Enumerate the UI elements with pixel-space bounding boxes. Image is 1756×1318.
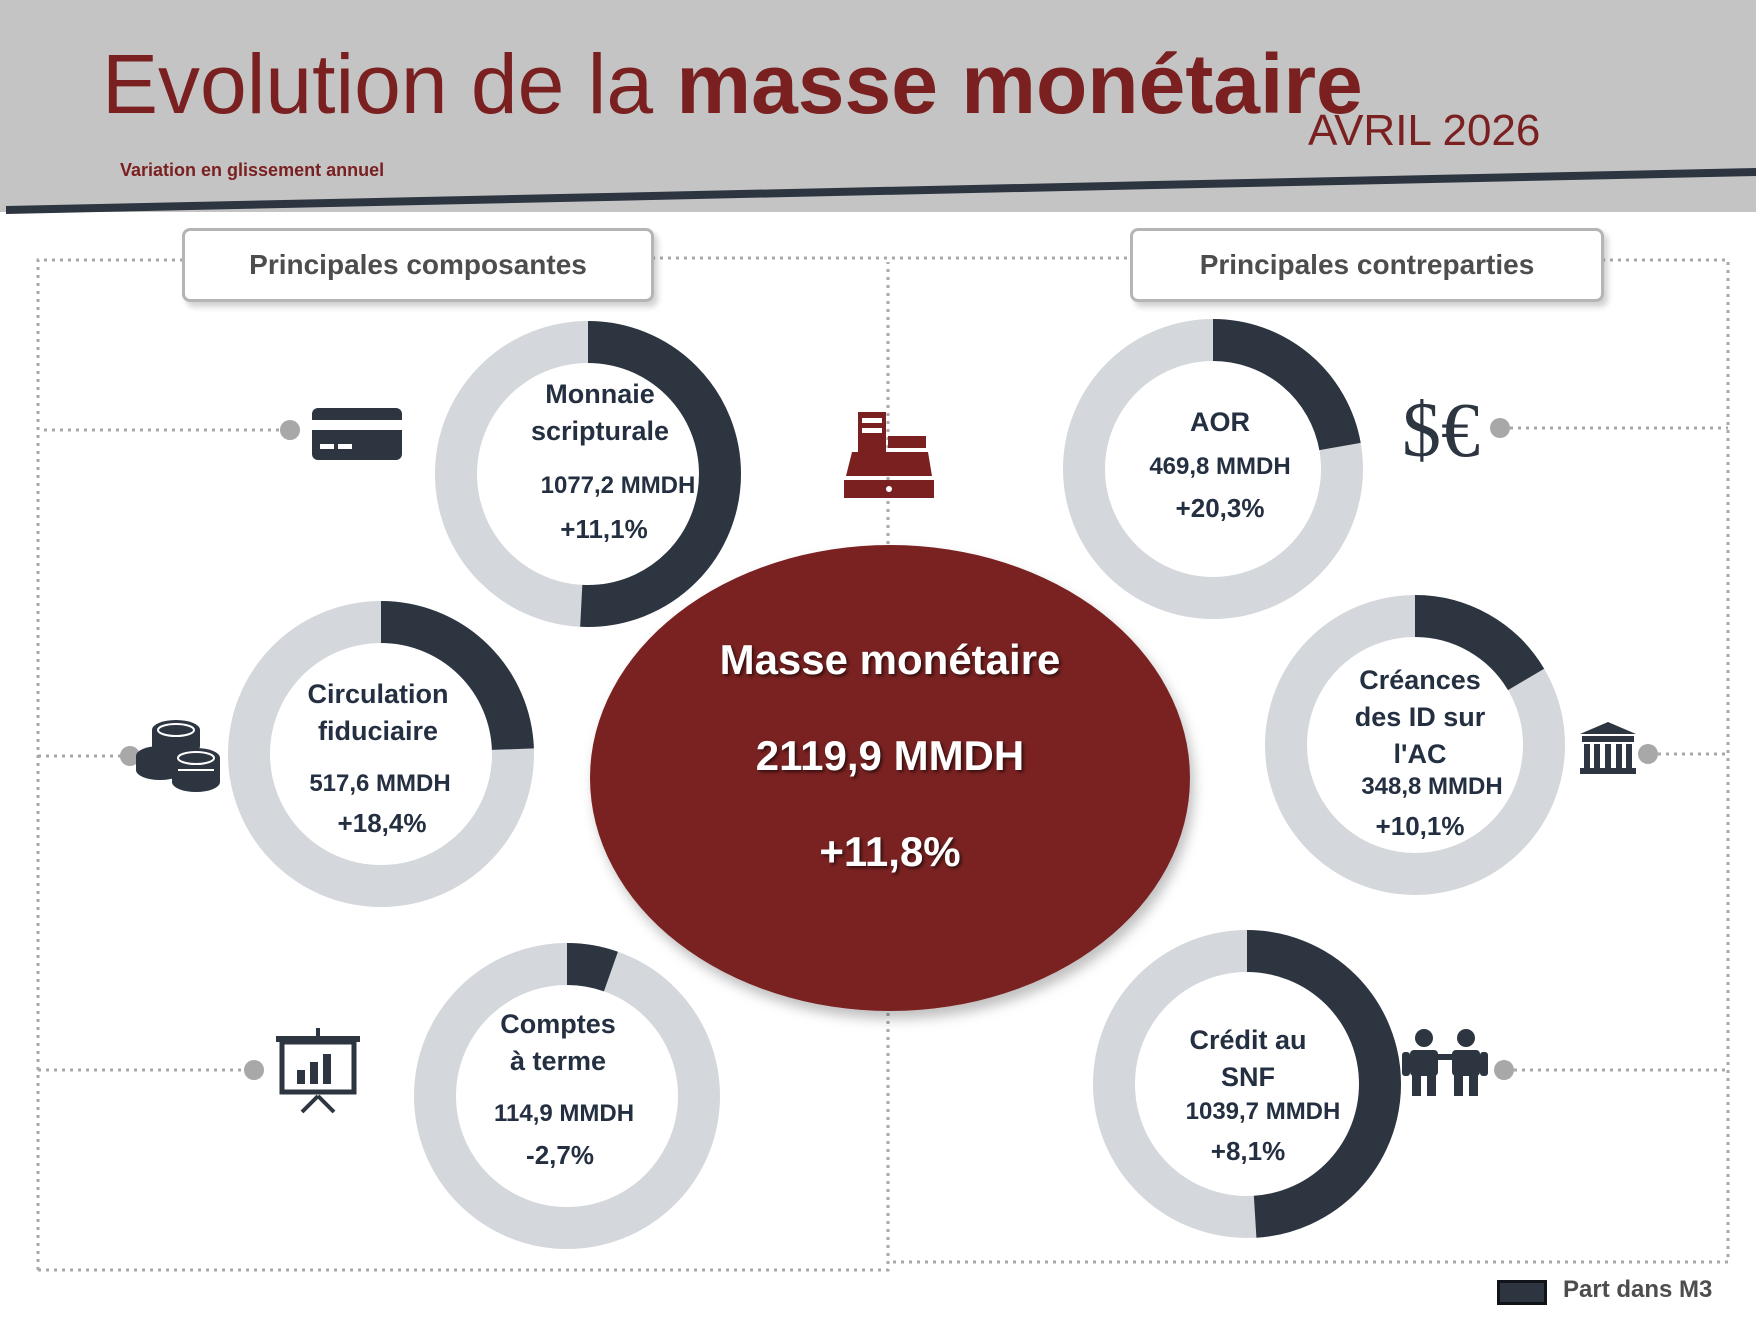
center-name: Masse monétaire — [719, 636, 1061, 683]
donut-name: Créances des ID sur l'AC — [1354, 665, 1486, 769]
page-title: Evolution de la masse monétaire — [102, 34, 1363, 134]
header-underline — [6, 168, 1756, 214]
credit-card-icon — [312, 408, 402, 460]
donut-value: 348,8 MMDH — [1361, 773, 1503, 800]
page-subtitle: Variation en glissement annuel — [120, 160, 385, 180]
center-change: +11,8% — [819, 828, 961, 875]
donut-share-arc — [1093, 930, 1401, 1238]
section-label-contreparties: Principales contreparties — [1130, 228, 1604, 302]
legend-swatch — [1497, 1280, 1547, 1305]
donut-change: +20,3% — [1175, 493, 1265, 523]
title-light: Evolution de la — [102, 37, 677, 131]
donut-name: Crédit au SNF — [1189, 1025, 1307, 1092]
center-value: 2119,9 MMDH — [755, 732, 1025, 779]
bank-icon — [1580, 722, 1636, 774]
donut-share-arc — [1265, 595, 1565, 895]
donut-share-arc — [435, 321, 741, 627]
donut-label-circulation-fiduciaire: Circulation fiduciaire 517,6 MMDH +18,4% — [258, 676, 498, 839]
donut-share-arc — [414, 943, 720, 1249]
donut-label-credit-snf: Crédit au SNF 1039,7 MMDH +8,1% — [1128, 1022, 1368, 1167]
donut-name: Circulation fiduciaire — [307, 679, 449, 746]
donut-change: +8,1% — [1210, 1136, 1286, 1166]
donut-value: 469,8 MMDH — [1149, 453, 1291, 480]
donut-label-creances-id-ac: Créances des ID sur l'AC 348,8 MMDH +10,1% — [1300, 662, 1540, 842]
donut-label-aor: AOR 469,8 MMDH +20,3% — [1100, 404, 1340, 524]
donut-share-arc — [228, 601, 534, 907]
donut-value: 1039,7 MMDH — [1185, 1098, 1341, 1125]
report-date: AVRIL 2026 — [1308, 106, 1541, 155]
donut-value: 1077,2 MMDH — [540, 472, 696, 499]
donut-share-arc — [1063, 319, 1363, 619]
donut-change: +18,4% — [337, 808, 427, 838]
donut-group — [228, 319, 1565, 1249]
cash-register-icon — [844, 412, 934, 498]
donut-name: Comptes à terme — [500, 1009, 616, 1076]
donut-label-monnaie-scripturale: Monnaie scripturale 1077,2 MMDH +11,1% — [480, 376, 720, 545]
coins-icon — [136, 720, 220, 792]
section-label-composantes: Principales composantes — [182, 228, 654, 302]
donut-change: +11,1% — [560, 514, 648, 544]
center-ellipse — [590, 545, 1190, 1011]
donut-change: -2,7% — [526, 1140, 594, 1170]
donut-label-comptes-a-terme: Comptes à terme 114,9 MMDH -2,7% — [438, 1006, 678, 1171]
donut-value: 114,9 MMDH — [493, 1100, 635, 1127]
section-label-composantes-text: Principales composantes — [249, 249, 587, 280]
people-icon — [1402, 1029, 1488, 1096]
connector-dots — [120, 418, 1658, 1080]
donut-name: AOR — [1190, 407, 1250, 437]
legend-label: Part dans M3 — [1563, 1276, 1713, 1303]
section-label-contreparties-text: Principales contreparties — [1199, 249, 1535, 280]
presentation-chart-icon — [276, 1028, 360, 1114]
donut-value: 517,6 MMDH — [309, 770, 451, 797]
title-bold: masse monétaire — [676, 37, 1363, 131]
donut-change: +10,1% — [1375, 811, 1465, 841]
donut-name: Monnaie scripturale — [530, 379, 670, 446]
currency-icon: $€ — [1402, 386, 1480, 473]
